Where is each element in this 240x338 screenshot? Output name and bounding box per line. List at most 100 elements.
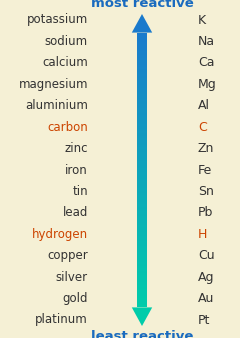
Polygon shape	[138, 184, 147, 186]
Polygon shape	[138, 74, 147, 76]
Polygon shape	[138, 83, 147, 85]
Polygon shape	[138, 134, 147, 136]
Polygon shape	[138, 303, 147, 305]
Polygon shape	[138, 58, 147, 60]
Polygon shape	[138, 259, 147, 262]
Polygon shape	[138, 280, 147, 282]
Polygon shape	[138, 53, 147, 55]
Text: Ag: Ag	[198, 271, 215, 284]
Polygon shape	[132, 14, 152, 32]
Text: calcium: calcium	[42, 56, 88, 69]
Text: zinc: zinc	[65, 142, 88, 155]
Text: Au: Au	[198, 292, 214, 305]
Polygon shape	[138, 124, 147, 126]
Polygon shape	[138, 255, 147, 257]
Polygon shape	[138, 223, 147, 225]
Text: Sn: Sn	[198, 185, 214, 198]
Polygon shape	[138, 140, 147, 143]
Polygon shape	[138, 99, 147, 101]
Polygon shape	[138, 126, 147, 129]
Polygon shape	[138, 163, 147, 165]
Polygon shape	[138, 268, 147, 271]
Polygon shape	[138, 101, 147, 103]
Text: Pt: Pt	[198, 314, 210, 327]
Polygon shape	[138, 248, 147, 250]
Polygon shape	[138, 182, 147, 184]
Text: hydrogen: hydrogen	[32, 228, 88, 241]
Polygon shape	[138, 216, 147, 218]
Polygon shape	[138, 214, 147, 216]
Polygon shape	[138, 200, 147, 202]
Polygon shape	[138, 211, 147, 214]
Text: Fe: Fe	[198, 164, 212, 176]
Polygon shape	[138, 204, 147, 207]
Polygon shape	[138, 63, 147, 65]
Text: lead: lead	[63, 207, 88, 219]
Polygon shape	[138, 103, 147, 106]
Polygon shape	[138, 277, 147, 280]
Polygon shape	[138, 136, 147, 138]
Polygon shape	[138, 273, 147, 275]
Polygon shape	[138, 239, 147, 241]
Polygon shape	[138, 113, 147, 115]
Polygon shape	[138, 282, 147, 285]
Polygon shape	[138, 122, 147, 124]
Polygon shape	[138, 72, 147, 74]
Polygon shape	[138, 191, 147, 193]
Polygon shape	[138, 207, 147, 209]
Polygon shape	[138, 300, 147, 303]
Polygon shape	[138, 264, 147, 266]
Polygon shape	[138, 179, 147, 182]
Polygon shape	[138, 168, 147, 170]
Text: copper: copper	[47, 249, 88, 262]
Polygon shape	[138, 161, 147, 163]
Polygon shape	[138, 291, 147, 294]
Polygon shape	[138, 90, 147, 92]
Polygon shape	[138, 296, 147, 298]
Polygon shape	[138, 243, 147, 246]
Text: gold: gold	[62, 292, 88, 305]
Polygon shape	[138, 289, 147, 291]
Polygon shape	[138, 186, 147, 188]
Polygon shape	[138, 218, 147, 220]
Polygon shape	[138, 246, 147, 248]
Polygon shape	[138, 32, 147, 35]
Polygon shape	[138, 177, 147, 179]
Polygon shape	[138, 154, 147, 156]
Text: Na: Na	[198, 35, 215, 48]
Polygon shape	[138, 131, 147, 134]
Polygon shape	[138, 250, 147, 252]
Polygon shape	[138, 60, 147, 63]
Polygon shape	[138, 285, 147, 287]
Text: Pb: Pb	[198, 207, 213, 219]
Polygon shape	[138, 252, 147, 255]
Polygon shape	[138, 44, 147, 46]
Polygon shape	[138, 85, 147, 88]
Polygon shape	[138, 138, 147, 140]
Polygon shape	[138, 188, 147, 191]
Polygon shape	[138, 67, 147, 69]
Polygon shape	[138, 46, 147, 49]
Polygon shape	[138, 149, 147, 152]
Polygon shape	[138, 51, 147, 53]
Polygon shape	[138, 120, 147, 122]
Polygon shape	[138, 225, 147, 227]
Text: sodium: sodium	[45, 35, 88, 48]
Polygon shape	[138, 106, 147, 108]
Text: magnesium: magnesium	[18, 78, 88, 91]
Polygon shape	[138, 156, 147, 159]
Polygon shape	[138, 115, 147, 117]
Text: carbon: carbon	[47, 121, 88, 134]
Polygon shape	[138, 202, 147, 204]
Polygon shape	[138, 170, 147, 172]
Polygon shape	[138, 117, 147, 120]
Polygon shape	[138, 78, 147, 81]
Polygon shape	[138, 111, 147, 113]
Polygon shape	[138, 165, 147, 168]
Text: K: K	[198, 14, 206, 26]
Polygon shape	[138, 227, 147, 230]
Polygon shape	[138, 193, 147, 195]
Polygon shape	[138, 69, 147, 72]
Text: least reactive: least reactive	[91, 330, 193, 338]
Polygon shape	[138, 220, 147, 223]
